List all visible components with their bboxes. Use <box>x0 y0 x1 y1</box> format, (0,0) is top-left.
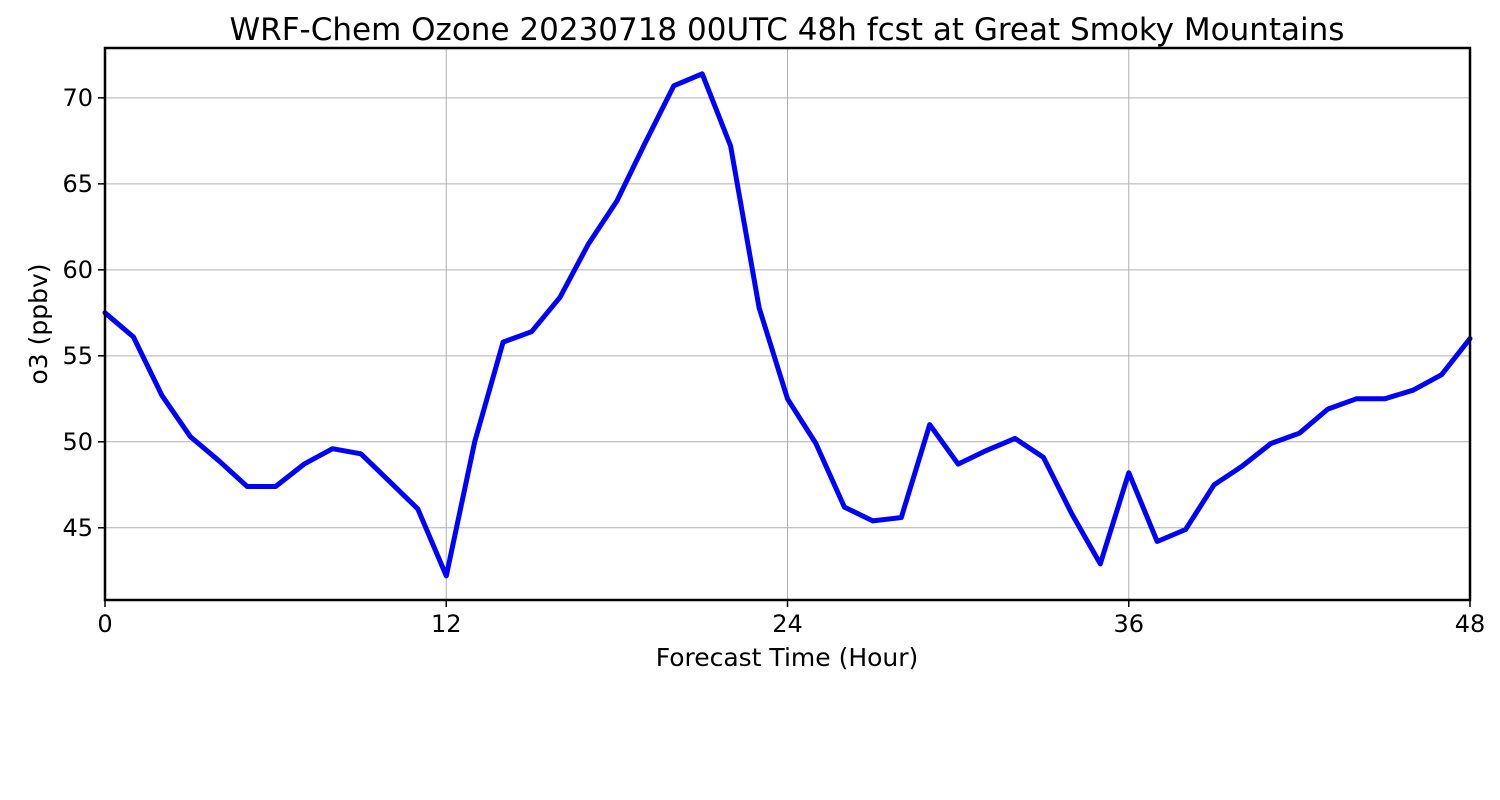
grid-lines <box>105 48 1470 600</box>
y-tick-label: 55 <box>62 342 93 370</box>
chart-title: WRF-Chem Ozone 20230718 00UTC 48h fcst a… <box>230 12 1345 48</box>
x-tick-label: 48 <box>1455 610 1486 638</box>
axis-ticks: 0 12 24 36 48 45 50 55 60 65 70 <box>62 84 1485 638</box>
y-tick-label: 45 <box>62 514 93 542</box>
x-tick-label: 12 <box>431 610 462 638</box>
y-tick-label: 60 <box>62 256 93 284</box>
ozone-series-line <box>102 71 1473 579</box>
x-tick-label: 24 <box>772 610 803 638</box>
x-axis-label: Forecast Time (Hour) <box>656 643 919 672</box>
y-axis-label: o3 (ppbv) <box>24 263 53 384</box>
y-tick-label: 70 <box>62 84 93 112</box>
x-tick-label: 0 <box>97 610 112 638</box>
y-tick-label: 65 <box>62 170 93 198</box>
y-tick-label: 50 <box>62 428 93 456</box>
x-tick-label: 36 <box>1113 610 1144 638</box>
series-layer <box>102 71 1473 579</box>
